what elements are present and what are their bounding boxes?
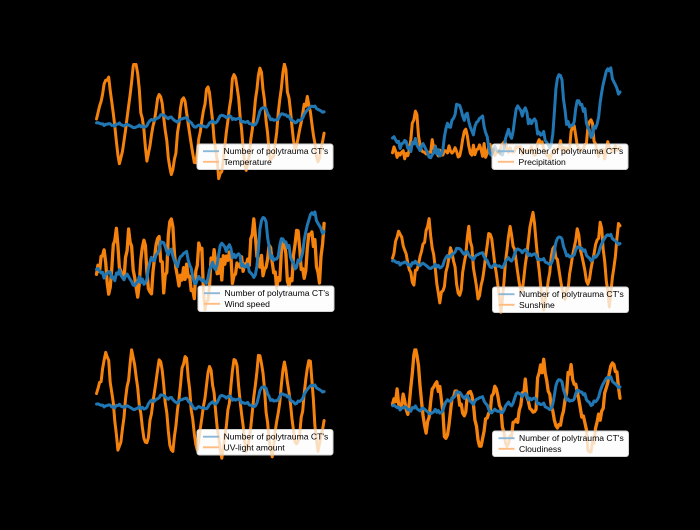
svg-text:Temperature: Temperature bbox=[224, 157, 272, 167]
svg-text:Number of polytrauma CT's: Number of polytrauma CT's bbox=[519, 289, 624, 299]
svg-text:Wind speed: Wind speed bbox=[225, 299, 271, 309]
svg-text:Number of polytrauma CT's: Number of polytrauma CT's bbox=[224, 432, 329, 442]
svg-text:Precipitation: Precipitation bbox=[519, 157, 567, 167]
svg-text:Cloudiness: Cloudiness bbox=[519, 444, 562, 454]
svg-text:Number of polytrauma CT's: Number of polytrauma CT's bbox=[224, 146, 329, 156]
svg-text:Number of polytrauma CT's: Number of polytrauma CT's bbox=[225, 288, 330, 298]
svg-text:UV-light amount: UV-light amount bbox=[224, 442, 286, 452]
svg-text:Number of polytrauma CT's: Number of polytrauma CT's bbox=[519, 146, 624, 156]
svg-text:Number of polytrauma CT's: Number of polytrauma CT's bbox=[519, 433, 624, 443]
svg-text:Sunshine: Sunshine bbox=[519, 300, 555, 310]
